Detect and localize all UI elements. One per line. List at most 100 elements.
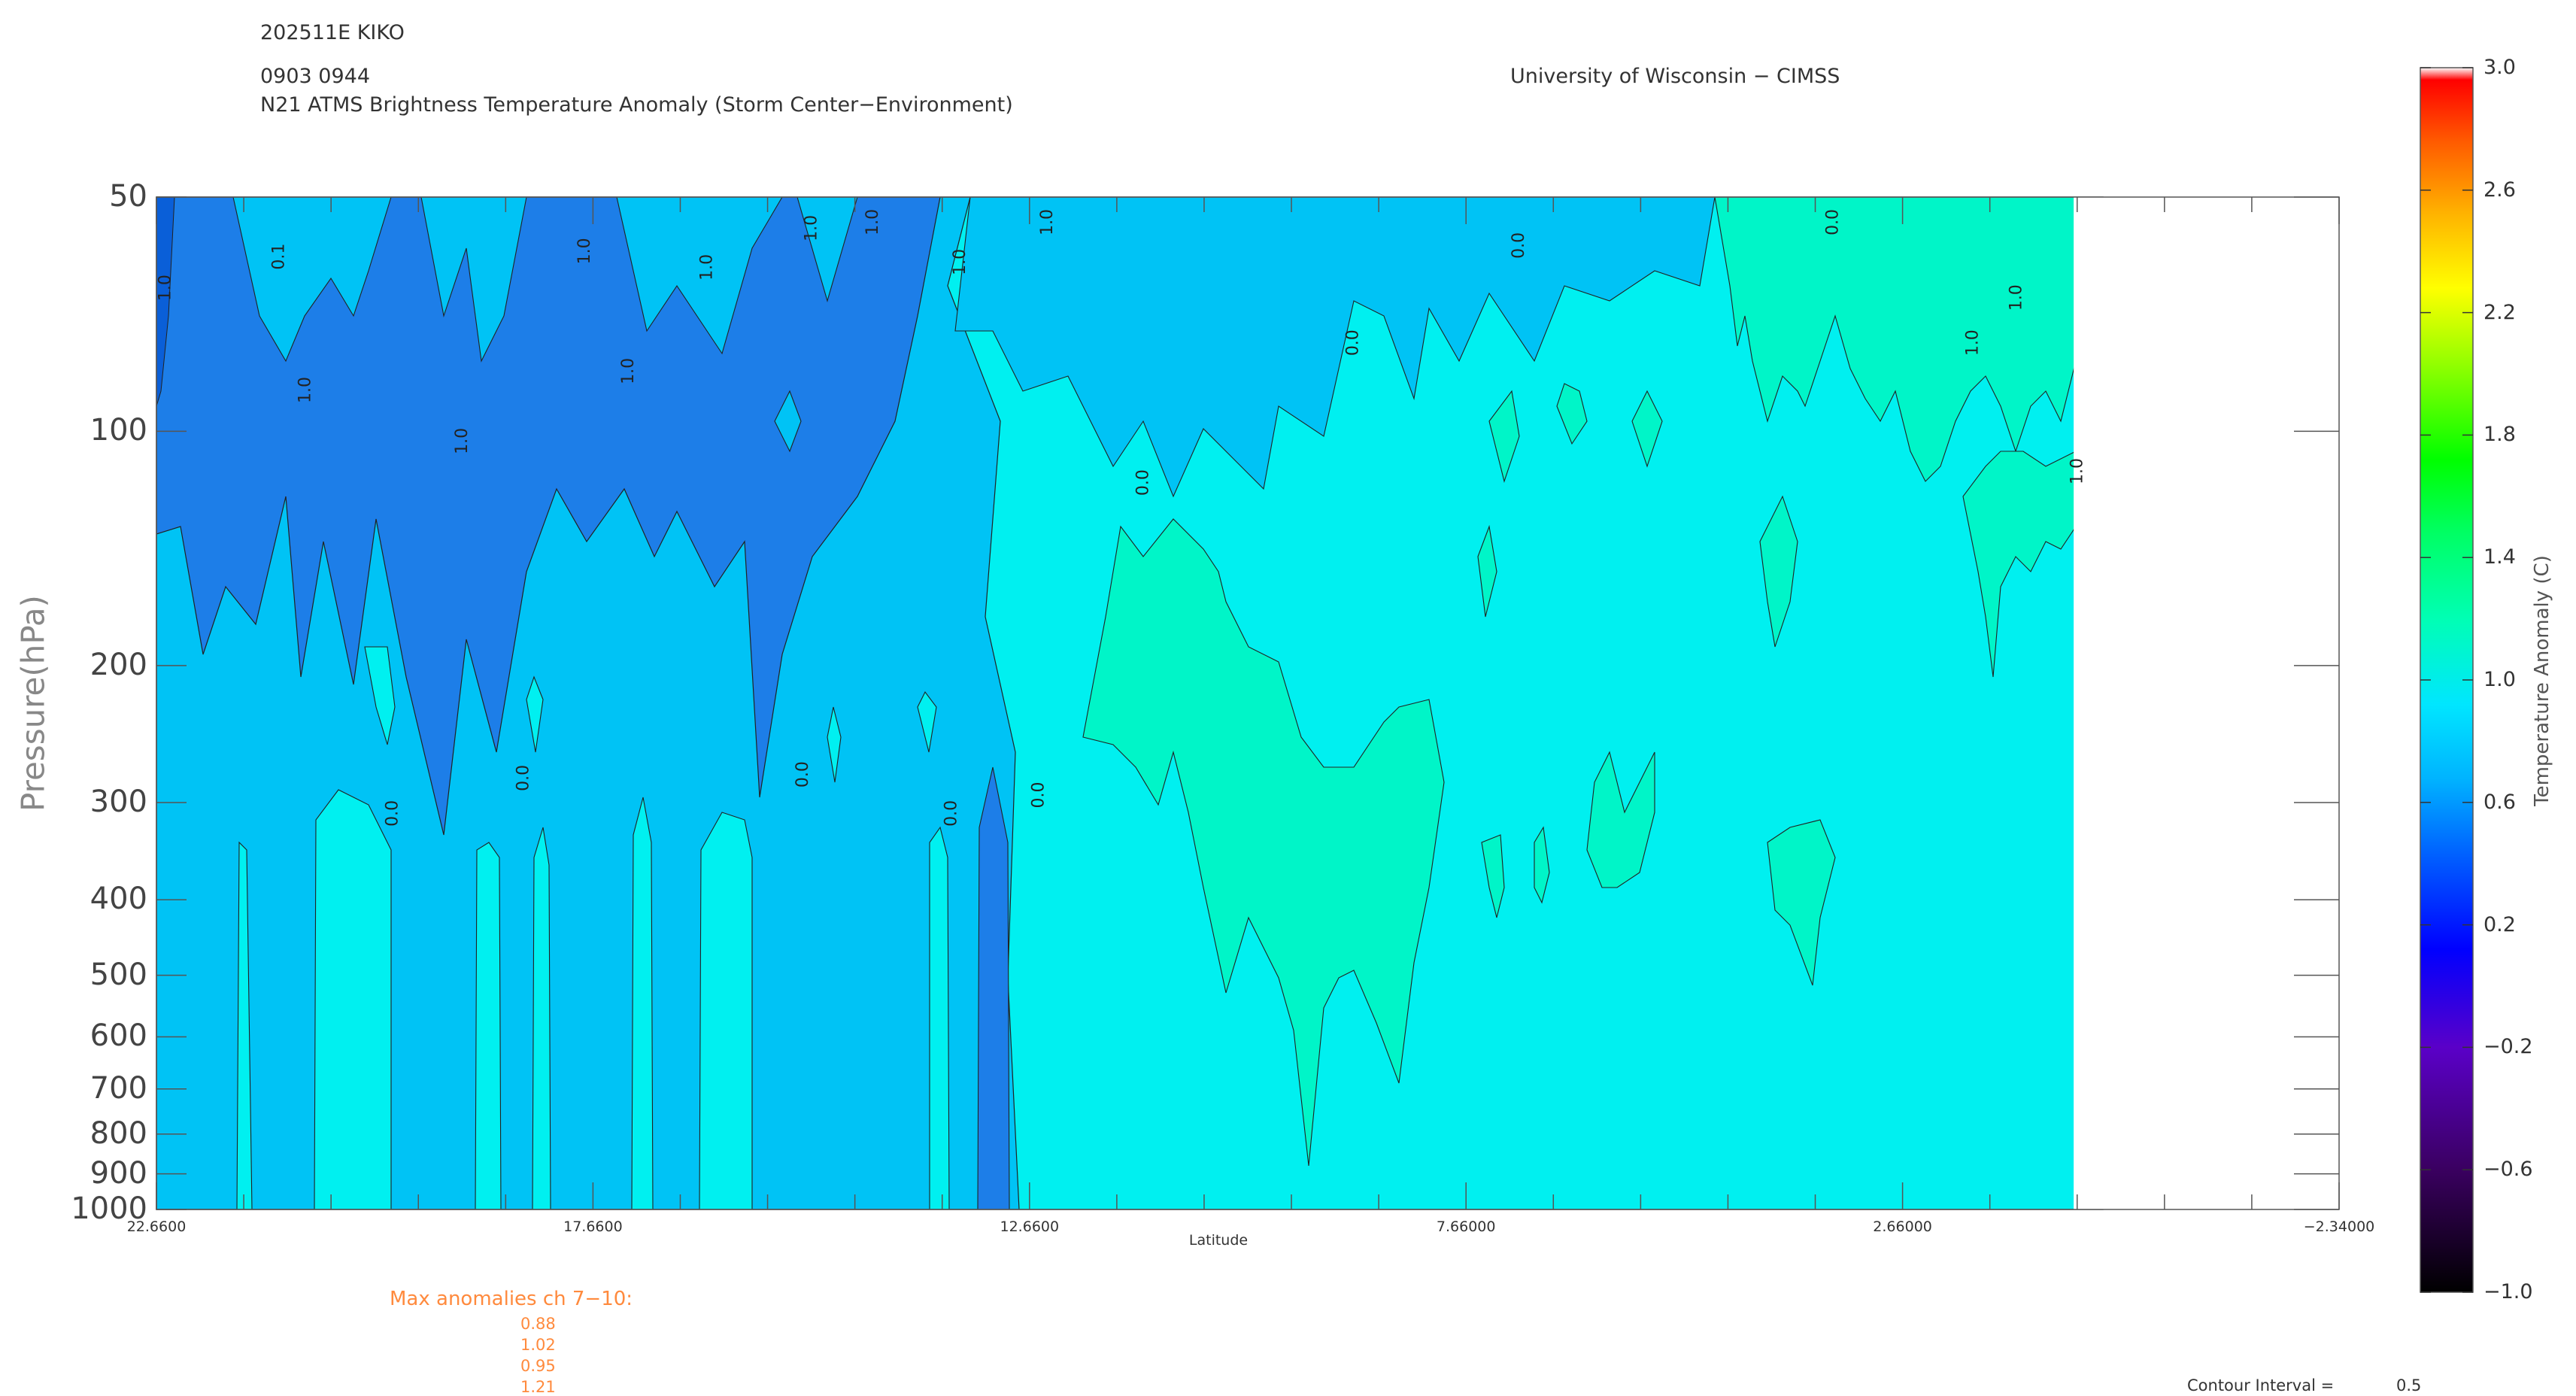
blob-left-5 [526, 675, 544, 753]
contour-label: 1.0 [951, 249, 969, 275]
contour-label: 0.0 [1343, 329, 1362, 356]
y-tick-label: 700 [90, 1070, 147, 1106]
contour-label: 1.0 [156, 275, 175, 301]
contour-label: 0.0 [942, 800, 960, 827]
colorbar-tick-label: 2.2 [2483, 300, 2516, 324]
institution: University of Wisconsin − CIMSS [1510, 65, 1840, 88]
max-anomalies-label: Max anomalies ch 7−10: [390, 1288, 633, 1310]
y-tick-marks [156, 196, 2339, 1210]
region-green-6 [1556, 383, 1588, 445]
x-tick-label: −2.34000 [2303, 1218, 2375, 1235]
y-tick-label: 300 [90, 784, 147, 820]
contour-labels: 1.0 0.1 1.0 1.0 1.0 1.0 1.0 1.0 1.0 1.0 1.0 0.0 0.0 0… [156, 209, 2087, 827]
contour-fill [156, 197, 2103, 1209]
plot-frame-outer [156, 196, 2340, 1210]
times: 0903 0944 [260, 65, 371, 88]
contour-label: 0.0 [383, 800, 402, 827]
region-green-5 [1534, 826, 1550, 904]
colorbar-tick-label: 1.4 [2483, 545, 2516, 569]
region-level-neg1 [156, 197, 175, 407]
region-tongue-upper-2 [420, 197, 527, 363]
region-green-4 [1481, 834, 1505, 918]
contour-label: 1.0 [453, 428, 472, 454]
strip-6 [699, 812, 753, 1209]
region-tongue-upper-3 [616, 197, 783, 355]
colorbar-tick-label: −0.6 [2483, 1158, 2533, 1182]
x-tick-label: 7.66000 [1436, 1218, 1496, 1235]
region-green-3 [1767, 819, 1836, 986]
region-green-1 [1082, 518, 1445, 1167]
y-tick-label: 500 [90, 957, 147, 992]
colorbar-tick-label: 0.2 [2483, 912, 2516, 936]
region-green-right-2 [1962, 420, 2092, 678]
y-tick-label: 400 [90, 882, 147, 917]
strip-4 [532, 827, 551, 1209]
y-tick-label: 800 [90, 1115, 147, 1151]
colorbar-tick-label: −0.2 [2483, 1035, 2533, 1059]
y-tick-label: 1000 [71, 1191, 147, 1226]
chart-title: N21 ATMS Brightness Temperature Anomaly … [260, 93, 1013, 117]
strip-1 [236, 841, 253, 1209]
colorbar-tick-label: 1.8 [2483, 423, 2516, 447]
contour-interval-label: Contour Interval = [2187, 1376, 2335, 1394]
region-green-7 [1631, 390, 1663, 468]
strip-7 [929, 826, 950, 1209]
x-tick-label: 22.6600 [126, 1218, 187, 1235]
blob-left-3 [827, 706, 842, 783]
y-tick-label: 600 [90, 1018, 147, 1054]
region-tongue-upper [232, 197, 392, 363]
contour-label: 0.1 [269, 244, 288, 270]
max-anomaly-value: 1.02 [520, 1336, 556, 1354]
contour-label: 1.0 [619, 358, 638, 384]
colorbar-tick-label: 3.0 [2483, 56, 2516, 79]
contour-label: 0.0 [1029, 781, 1048, 808]
contour-interval-value: 0.5 [2396, 1376, 2422, 1394]
storm-id: 202511E KIKO [260, 21, 405, 44]
region-tongue-upper-4 [796, 197, 858, 302]
contour-label: 1.0 [1038, 209, 1057, 235]
y-axis-label: Pressure(hPa) [14, 595, 52, 812]
contour-label: 1.0 [296, 377, 314, 403]
contour-label: 0.0 [1134, 469, 1153, 496]
contour-label: 0.0 [1509, 232, 1528, 259]
colorbar-label: Temperature Anomaly (C) [2531, 555, 2553, 806]
strip-8 [977, 766, 1010, 1209]
colorbar-tick-label: 1.0 [2483, 668, 2516, 691]
max-anomaly-value: 0.95 [520, 1357, 556, 1375]
contour-label: 0.0 [514, 765, 533, 791]
region-green-2 [1586, 751, 1655, 888]
region-green-right-3 [1759, 495, 1798, 648]
strip-2 [314, 789, 392, 1209]
no-data-region [2074, 197, 2339, 1209]
contour-label: 1.0 [575, 238, 594, 264]
blob-left-2 [774, 390, 802, 453]
region-green-8 [1477, 524, 1497, 618]
region-green-9 [1488, 390, 1520, 483]
y-tick-label: 200 [90, 647, 147, 682]
y-tick-label: 50 [109, 179, 147, 214]
region-upper-mid [954, 197, 1716, 498]
contour-label: 1.0 [2007, 284, 2025, 311]
contour-label: 1.0 [2068, 458, 2087, 484]
region-level-neg05 [156, 197, 941, 836]
x-tick-label: 17.6600 [563, 1218, 623, 1235]
contour-label: 1.0 [697, 254, 716, 281]
colorbar-tick-label: −1.0 [2483, 1280, 2533, 1303]
region-green-right [1714, 197, 2092, 482]
y-tick-label: 900 [90, 1155, 147, 1191]
contour-label: 1.0 [803, 215, 821, 241]
colorbar-ticks [2420, 67, 2473, 1293]
strip-5 [631, 797, 654, 1209]
x-axis-label: Latitude [1188, 1232, 1249, 1249]
max-anomaly-value: 0.88 [520, 1315, 556, 1333]
colorbar-tick-label: 0.6 [2483, 790, 2516, 814]
contour-label: 0.0 [1824, 209, 1843, 235]
blob-left-1 [364, 646, 396, 745]
contour-label: 0.0 [793, 761, 812, 788]
x-tick-label: 12.6600 [1000, 1218, 1060, 1235]
contour-label: 1.0 [1963, 329, 1982, 356]
y-tick-label: 100 [90, 413, 147, 448]
blob-left-4 [917, 690, 937, 753]
x-tick-marks [156, 197, 2340, 1209]
